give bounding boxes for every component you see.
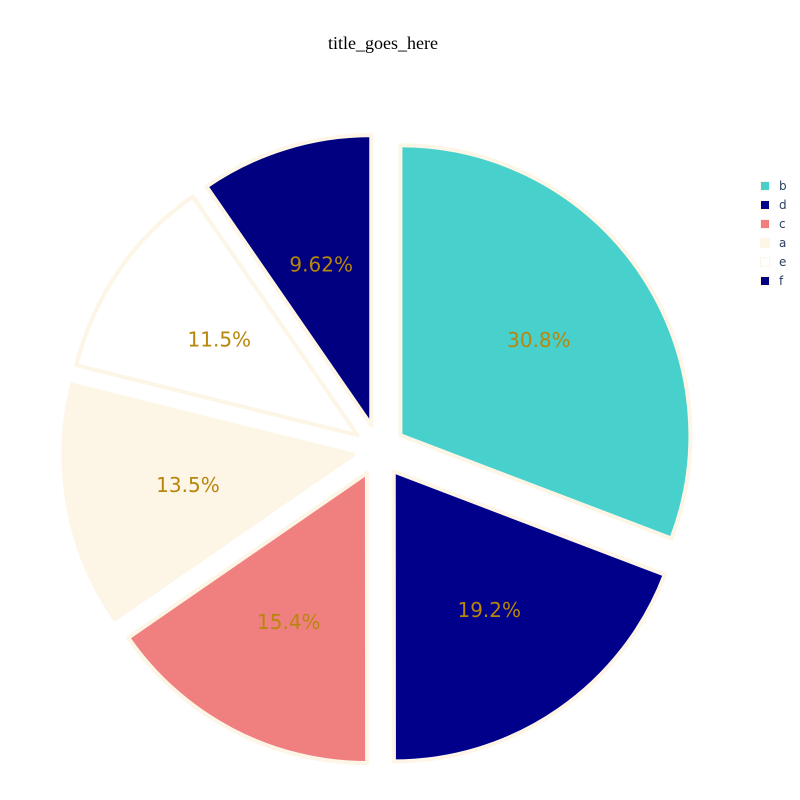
pie-slice-d[interactable] — [391, 469, 667, 764]
pie-slice-b[interactable] — [398, 143, 693, 541]
pie-slice-a[interactable] — [61, 382, 356, 622]
legend-label: b — [779, 178, 787, 193]
legend-label: e — [779, 254, 787, 269]
legend-label: f — [779, 273, 784, 288]
slice-label-f: 9.62% — [289, 253, 353, 277]
legend-item[interactable]: a — [760, 233, 800, 252]
legend-item[interactable]: c — [760, 214, 800, 233]
slice-label-a: 13.5% — [156, 473, 220, 497]
pie-slice-e[interactable] — [74, 194, 360, 438]
legend-swatch-icon — [760, 199, 770, 210]
legend-swatch-icon — [760, 180, 770, 191]
legend-item[interactable]: f — [760, 271, 800, 290]
legend-item[interactable]: b — [760, 176, 800, 195]
chart-title: title_goes_here — [328, 33, 438, 53]
legend-swatch-icon — [760, 256, 770, 267]
legend-label: d — [779, 197, 787, 212]
slice-label-d: 19.2% — [457, 598, 521, 622]
pie-slice-c[interactable] — [126, 471, 370, 766]
slice-label-b: 30.8% — [507, 328, 571, 352]
legend-label: a — [779, 235, 787, 250]
pie-slice-f[interactable] — [204, 133, 374, 428]
slice-label-e: 11.5% — [188, 328, 252, 352]
legend-swatch-icon — [760, 218, 770, 229]
legend-swatch-icon — [760, 275, 770, 286]
slice-label-c: 15.4% — [257, 610, 321, 634]
legend-item[interactable]: e — [760, 252, 800, 271]
chart-legend: b d c a e f — [760, 176, 800, 290]
legend-label: c — [779, 216, 786, 231]
legend-item[interactable]: d — [760, 195, 800, 214]
legend-swatch-icon — [760, 237, 770, 248]
